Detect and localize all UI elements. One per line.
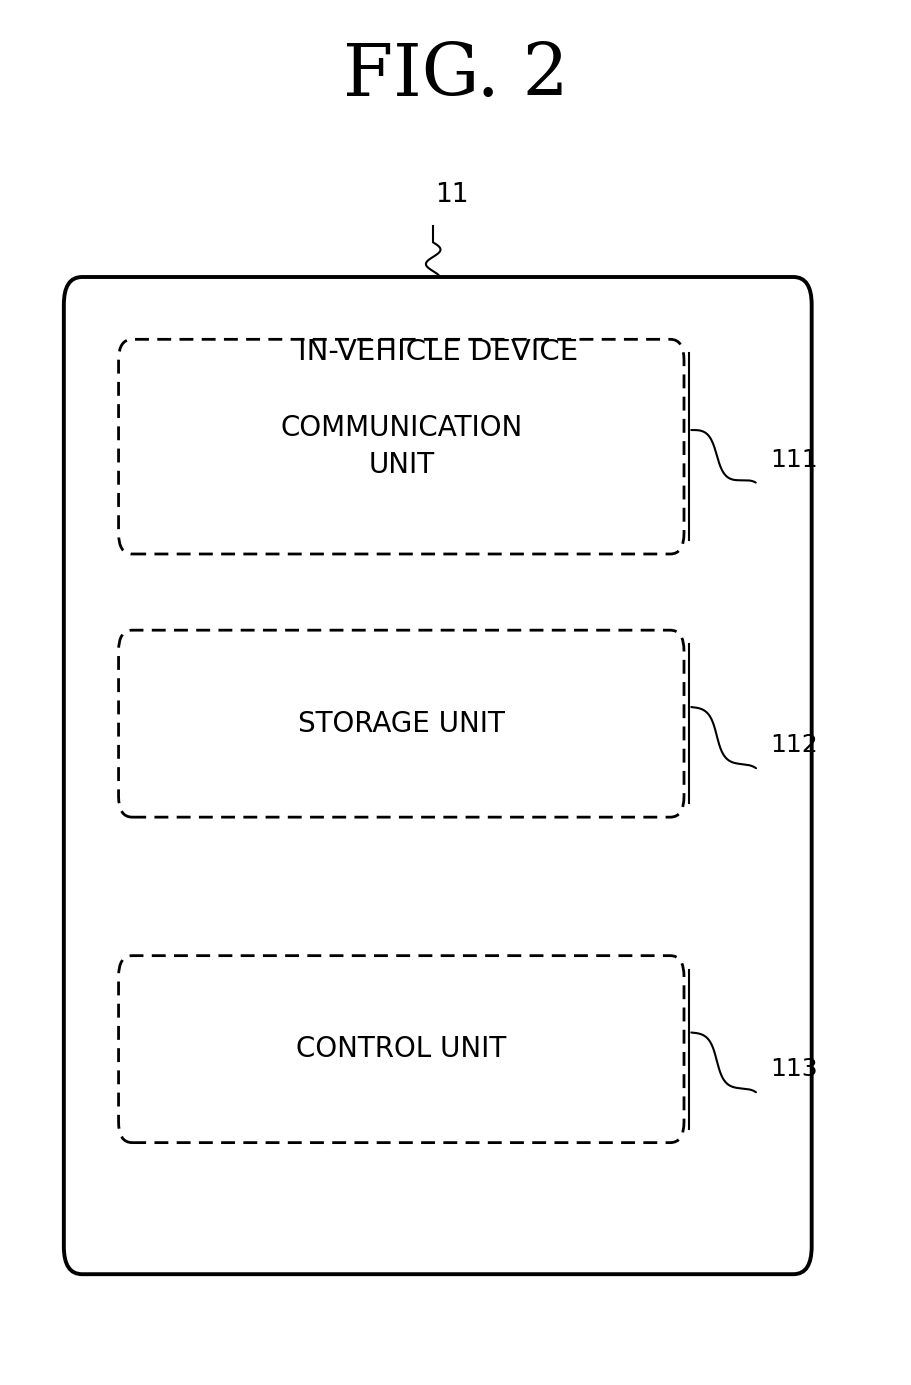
Text: CONTROL UNIT: CONTROL UNIT — [296, 1035, 506, 1064]
Text: STORAGE UNIT: STORAGE UNIT — [298, 709, 504, 738]
Text: 113: 113 — [770, 1057, 817, 1082]
Text: COMMUNICATION
UNIT: COMMUNICATION UNIT — [280, 414, 522, 479]
Text: 111: 111 — [770, 447, 817, 472]
Text: 11: 11 — [435, 181, 467, 208]
Text: FIG. 2: FIG. 2 — [343, 42, 568, 111]
Text: 112: 112 — [770, 733, 817, 758]
Text: IN-VEHICLE DEVICE: IN-VEHICLE DEVICE — [297, 338, 578, 366]
